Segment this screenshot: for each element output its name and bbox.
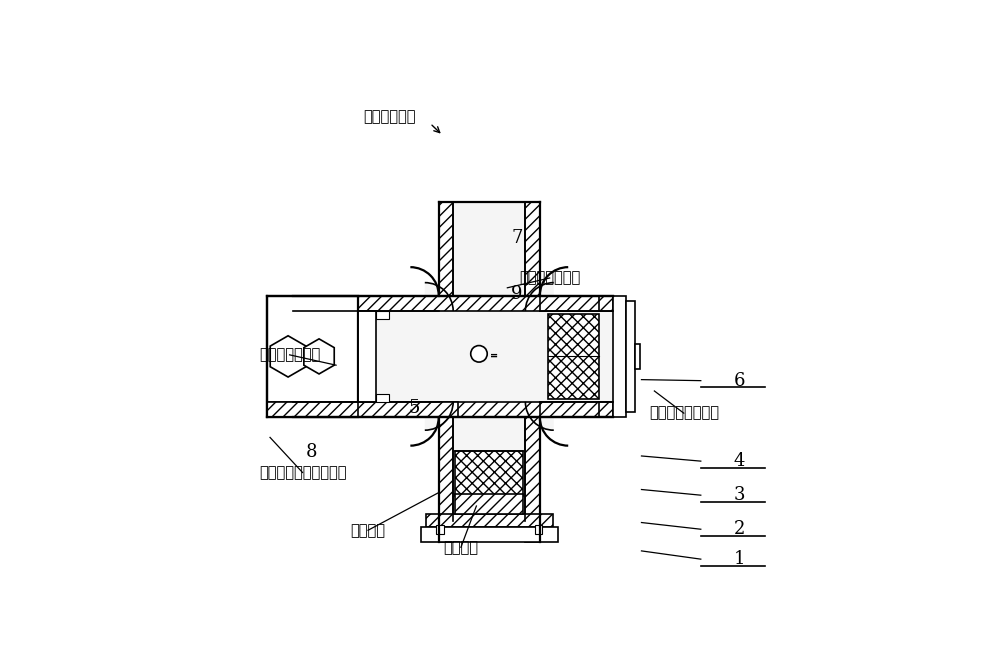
Bar <box>535 525 542 535</box>
Wedge shape <box>425 283 453 311</box>
Text: 7: 7 <box>512 228 523 247</box>
Text: 4: 4 <box>734 452 745 470</box>
Bar <box>267 402 458 417</box>
Bar <box>376 394 389 402</box>
Text: 橡套电缆进电缆口: 橡套电缆进电缆口 <box>649 405 719 421</box>
Text: 6: 6 <box>734 372 745 390</box>
Bar <box>293 295 613 311</box>
Text: 2: 2 <box>734 520 745 538</box>
Text: 3: 3 <box>734 486 745 505</box>
Bar <box>613 295 626 417</box>
Text: 8: 8 <box>306 443 317 461</box>
Wedge shape <box>525 283 554 311</box>
Bar <box>267 295 358 417</box>
Bar <box>421 527 558 542</box>
Bar <box>548 314 599 399</box>
Bar <box>525 417 540 542</box>
Bar <box>376 311 389 319</box>
Text: 备用进电缆口: 备用进电缆口 <box>363 109 416 124</box>
Wedge shape <box>525 402 554 430</box>
Text: 出电缆口: 出电缆口 <box>443 540 478 555</box>
Bar <box>635 344 640 369</box>
Bar <box>455 494 523 514</box>
Bar <box>540 402 613 417</box>
Text: 隔爆螺纹接合面: 隔爆螺纹接合面 <box>259 347 320 362</box>
Bar <box>455 451 523 496</box>
Bar <box>599 295 613 311</box>
Text: 9: 9 <box>511 285 522 304</box>
Text: =: = <box>490 350 498 360</box>
Bar <box>293 295 613 417</box>
Bar <box>358 311 376 402</box>
Bar <box>439 295 540 542</box>
Wedge shape <box>425 402 453 430</box>
Bar <box>436 525 444 535</box>
Text: 铠装护套电缆进电缆口: 铠装护套电缆进电缆口 <box>259 465 346 480</box>
Bar <box>426 514 553 527</box>
Text: 1: 1 <box>734 550 745 568</box>
Bar <box>293 402 613 417</box>
Bar <box>439 417 453 542</box>
Circle shape <box>471 346 487 362</box>
Bar <box>267 402 358 417</box>
Bar <box>540 295 613 311</box>
Bar <box>525 202 540 295</box>
Bar <box>439 202 453 295</box>
Text: 5: 5 <box>409 399 420 417</box>
Bar <box>599 402 613 417</box>
Bar <box>439 202 540 417</box>
Bar <box>626 301 635 412</box>
Text: 隔爆螺纹接合面: 隔爆螺纹接合面 <box>519 271 580 285</box>
Text: 隔爆螺纹: 隔爆螺纹 <box>351 523 386 538</box>
